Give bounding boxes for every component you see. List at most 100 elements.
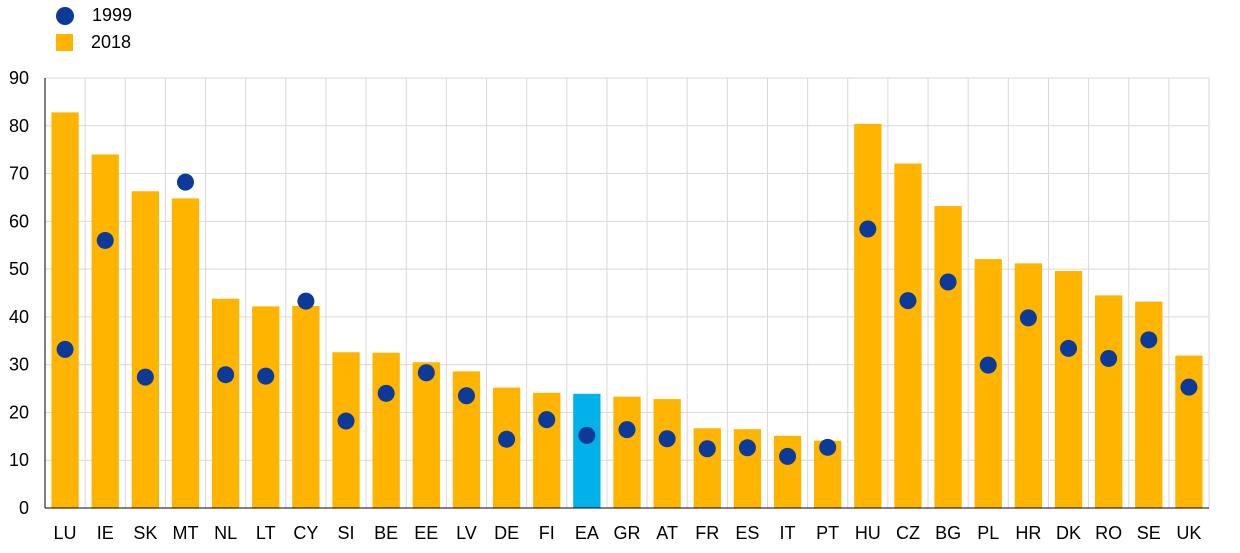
dot-1999-fr [698,440,716,458]
legend-label-2018: 2018 [91,32,132,52]
bar-2018-it [773,435,802,508]
x-tick-label-ie: IE [97,523,114,543]
x-tick-label-cz: CZ [896,523,920,543]
dot-1999-bg [939,273,957,291]
bar-2018-ea [573,393,601,508]
bar-2018-de [492,387,521,508]
x-tick-label-pl: PL [977,523,999,543]
dot-1999-lt [257,367,275,385]
dot-1999-nl [217,366,235,384]
x-tick-label-ro: RO [1095,523,1122,543]
legend-label-1999: 1999 [92,5,133,25]
x-tick-label-hr: HR [1015,523,1041,543]
x-tick-label-nl: NL [214,523,237,543]
bar-2018-hr [1014,263,1043,508]
x-tick-label-hu: HU [855,523,881,543]
x-tick-label-se: SE [1137,523,1161,543]
dot-1999-ea [578,426,596,444]
dot-1999-ro [1100,349,1118,367]
bar-2018-ee [412,362,440,508]
bar-2018-fi [533,392,561,508]
dot-1999-fi [538,411,556,429]
x-tick-label-mt: MT [172,523,198,543]
bar-2018-mt [171,198,200,508]
dot-1999-it [779,447,797,465]
bar-2018-fr [693,428,721,508]
dot-1999-mt [176,173,194,191]
bar-2018-cy [292,305,320,508]
x-tick-label-lu: LU [54,523,77,543]
x-tick-label-dk: DK [1056,523,1081,543]
dot-1999-gr [618,421,636,439]
x-tick-label-ee: EE [414,523,438,543]
x-tick-label-sk: SK [133,523,157,543]
x-tick-label-cy: CY [293,523,318,543]
dot-1999-ee [417,364,435,382]
dot-1999-si [337,412,355,430]
y-tick-label: 10 [9,450,29,470]
legend-square-marker [56,34,73,51]
dot-1999-de [498,430,516,448]
x-tick-label-gr: GR [614,523,641,543]
x-tick-label-es: ES [735,523,759,543]
bar-2018-cz [894,163,922,508]
dot-1999-be [377,384,395,402]
bar-2018-hu [854,123,882,508]
x-tick-label-uk: UK [1176,523,1201,543]
x-tick-label-lv: LV [456,523,477,543]
x-tick-label-at: AT [656,523,678,543]
bar-2018-pl [974,259,1002,508]
dot-1999-cz [899,292,917,310]
dot-1999-se [1140,331,1158,349]
bar-2018-ie [91,154,119,508]
y-tick-label: 90 [9,68,29,88]
x-tick-label-it: IT [780,523,796,543]
x-tick-label-bg: BG [935,523,961,543]
x-tick-label-be: BE [374,523,398,543]
dot-1999-uk [1180,378,1198,396]
dot-1999-cy [297,292,315,310]
dot-1999-pt [819,438,837,456]
bar-2018-si [332,352,360,508]
x-tick-label-de: DE [494,523,519,543]
x-tick-label-fr: FR [695,523,719,543]
x-tick-label-ea: EA [575,523,599,543]
y-tick-label: 40 [9,307,29,327]
dot-1999-lu [56,340,74,358]
dot-1999-sk [136,368,154,386]
y-tick-label: 50 [9,259,29,279]
dot-1999-lv [457,387,475,405]
y-tick-label: 30 [9,355,29,375]
x-tick-label-pt: PT [816,523,839,543]
y-tick-label: 70 [9,164,29,184]
dot-1999-at [658,430,676,448]
y-tick-label: 80 [9,116,29,136]
bar-2018-uk [1175,355,1203,508]
y-tick-label: 0 [19,498,29,518]
bar-2018-ro [1095,295,1123,508]
dot-1999-ie [96,231,114,249]
bar-2018-dk [1054,271,1083,508]
legend-dot-marker [56,6,74,25]
bar-2018-at [653,399,681,508]
x-tick-label-fi: FI [539,523,555,543]
y-tick-label: 60 [9,211,29,231]
x-tick-label-lt: LT [256,523,276,543]
x-tick-label-si: SI [338,523,355,543]
bar-2018-sk [131,191,159,508]
bar-2018-be [372,352,400,508]
dot-1999-pl [979,356,997,374]
y-tick-label: 20 [9,402,29,422]
dot-1999-hr [1019,309,1037,327]
legend-item-1999: 1999 [56,2,132,29]
bar-2018-lt [252,306,280,508]
dot-1999-dk [1060,339,1078,357]
dot-1999-hu [859,220,877,238]
bar-2018-gr [613,396,641,508]
chart-legend: 1999 2018 [56,2,132,56]
legend-item-2018: 2018 [56,29,132,56]
dot-1999-es [738,439,756,457]
bar-2018-lu [51,112,79,509]
bar-2018-bg [934,206,962,509]
